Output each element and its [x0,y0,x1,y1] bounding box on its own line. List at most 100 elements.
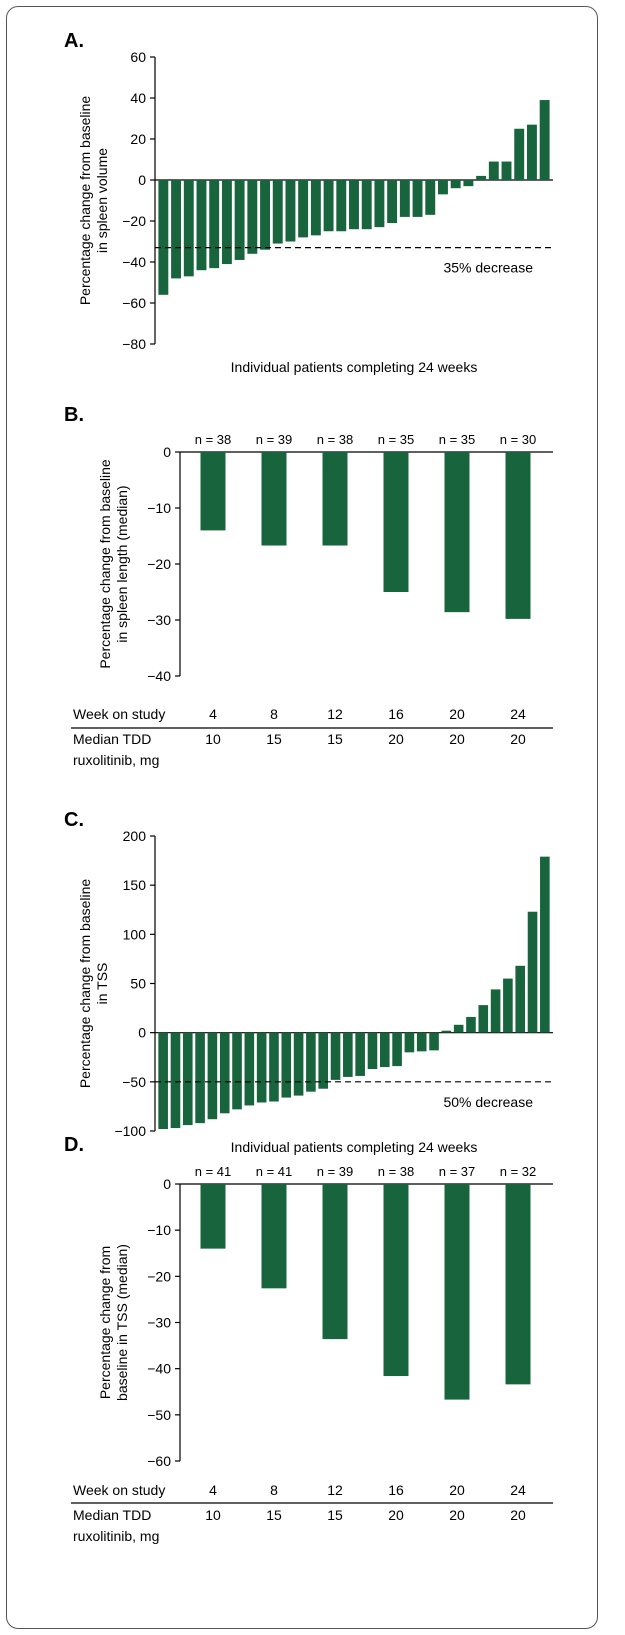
table-cell: 12 [327,1482,343,1498]
table-cell: 20 [510,1507,526,1523]
bar [318,1032,329,1089]
bar [412,180,423,217]
bar [404,1032,415,1053]
bar [244,1032,255,1106]
bar [463,180,474,187]
bar [323,180,334,232]
bar [158,1032,168,1130]
y-tick-label: −40 [122,254,146,270]
y-tick-label: 0 [138,172,146,188]
bar [195,1032,205,1124]
table-cell: 15 [266,731,282,747]
bar [466,1016,476,1033]
bar [527,911,538,1033]
y-tick-label: 0 [163,1176,171,1192]
table-row-label: ruxolitinib, mg [73,1528,159,1544]
bar [355,1032,365,1076]
n-label: n = 35 [439,432,476,447]
y-tick-label: −30 [147,1315,171,1331]
y-axis-label-line: Percentage change from baseline [97,459,113,669]
bar [392,1032,402,1067]
table-cell: 20 [388,731,404,747]
y-tick-label: 60 [130,49,146,65]
bar [207,1032,218,1120]
week-table: Week on study 4 8 12 16 20 24 Median TDD ruxolit… [71,706,553,768]
y-tick-label: 0 [163,444,171,460]
bar [490,989,501,1033]
y-axis-label-line: in TSS [94,963,110,1005]
y-axis-label-line: Percentage change from [97,1246,113,1399]
bar [261,452,287,546]
table-cell: 8 [270,1482,278,1498]
bar [209,180,220,269]
y-tick-label: −10 [147,500,171,516]
table-cell: 15 [327,731,343,747]
bar [170,1032,181,1129]
table-cell: 20 [449,731,465,747]
bar [450,180,461,189]
bar [281,1032,292,1098]
table-cell: 24 [510,706,526,722]
bar [374,180,385,228]
bar [514,128,525,180]
chart-panel-4: D. 0 −10 −20 −30 −40 −50 −60 Percentage change f… [64,1134,553,1544]
y-axis-label: Percentage change from baselinein spleen… [77,96,110,306]
bar [293,1032,304,1096]
bar [367,1032,378,1070]
y-axis-label-line: Percentage change from baseline [77,96,93,306]
bar [425,180,436,215]
bar [285,180,296,242]
y-tick-label: 0 [138,1025,146,1041]
table-row-label: Median TDD [73,1507,151,1523]
panel-title: B. [64,404,84,426]
y-axis-label-line: baseline in TSS (median) [114,1244,130,1401]
table-cell: 8 [270,706,278,722]
y-tick-label: −30 [147,612,171,628]
bar [158,180,169,295]
bar [539,100,550,180]
table-cell: 20 [449,1482,465,1498]
bar [476,175,487,180]
bar [416,1032,427,1052]
bar [272,180,283,244]
bar [429,1032,439,1051]
y-tick-label: −60 [147,1453,171,1469]
bar [234,180,245,260]
y-tick-label: −80 [122,336,146,352]
table-row-label: Median TDD [73,731,151,747]
table-cell: 15 [327,1507,343,1523]
n-label: n = 39 [256,432,293,447]
bar [505,452,531,619]
y-tick-label: −40 [147,668,171,684]
table-row-label: Week on study [73,1482,165,1498]
x-axis-label: Individual patients completing 24 weeks [231,359,478,375]
y-tick-label: 200 [123,828,147,844]
table-cell: 24 [510,1482,526,1498]
bar [399,180,410,217]
panel-title: C. [64,809,84,831]
bar [310,180,321,236]
table-cell: 16 [388,1482,404,1498]
bar [387,180,398,224]
y-tick-label: 20 [130,131,146,147]
y-axis-label: Percentage change from baselinein TSS [77,879,110,1089]
reference-label: 35% decrease [443,260,533,276]
bar [441,1030,452,1033]
y-axis-label-line: in spleen length (median) [114,485,130,642]
table-row-label: Week on study [73,706,165,722]
y-tick-label: −20 [147,1268,171,1284]
y-tick-label: −50 [147,1407,171,1423]
y-tick-label: 100 [123,926,147,942]
bar [306,1032,316,1092]
bar [540,856,550,1033]
bar [256,1032,267,1103]
bar [361,180,372,230]
bar [322,452,348,546]
bar [379,1032,390,1068]
bar [438,180,448,195]
bar [478,1005,489,1033]
bar [171,180,182,279]
y-axis-label: Percentage change from baselinein spleen… [97,459,130,669]
bar [444,452,470,613]
chart-panel-1: A. 60 40 20 0 −20 −40 −60 −80 Percentage change f… [64,30,553,375]
